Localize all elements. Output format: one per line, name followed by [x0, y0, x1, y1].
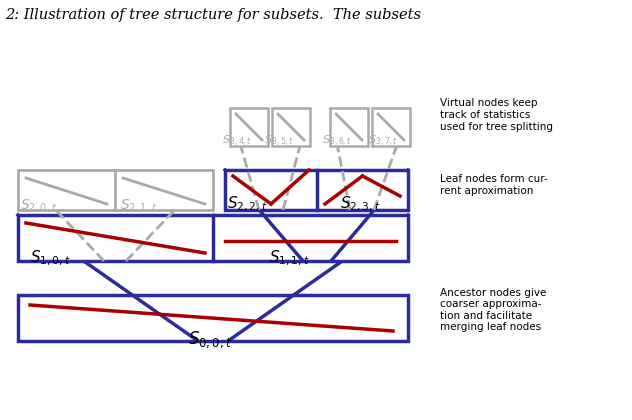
Text: $S_{3,6,t}$: $S_{3,6,t}$ [322, 134, 352, 149]
Bar [230, 108, 268, 146]
Text: $S_{2,2,t}$: $S_{2,2,t}$ [227, 195, 268, 214]
Text: $S_{3,5,t}$: $S_{3,5,t}$ [264, 134, 294, 149]
Bar [18, 295, 408, 341]
Bar [225, 170, 408, 210]
Bar [372, 108, 410, 146]
Text: $S_{1,0,t}$: $S_{1,0,t}$ [30, 249, 71, 268]
Text: Leaf nodes form cur-
rent aproximation: Leaf nodes form cur- rent aproximation [440, 174, 548, 196]
Text: $S_{3,4,t}$: $S_{3,4,t}$ [222, 134, 252, 149]
Bar [272, 108, 310, 146]
Text: Virtual nodes keep
track of statistics
used for tree splitting: Virtual nodes keep track of statistics u… [440, 98, 553, 131]
Text: $S_{2,1,t}$: $S_{2,1,t}$ [120, 197, 157, 214]
Text: $S_{2,3,t}$: $S_{2,3,t}$ [340, 195, 380, 214]
Text: $S_{3,7,t}$: $S_{3,7,t}$ [368, 134, 398, 149]
Text: $S_{0,0,t}$: $S_{0,0,t}$ [188, 329, 232, 350]
Bar [18, 170, 213, 210]
Text: $S_{1,1,t}$: $S_{1,1,t}$ [269, 249, 310, 268]
Text: 2: Illustration of tree structure for subsets.  The subsets: 2: Illustration of tree structure for su… [5, 8, 421, 22]
Text: Ancestor nodes give
coarser approxima-
tion and facilitate
merging leaf nodes: Ancestor nodes give coarser approxima- t… [440, 288, 547, 332]
Bar [330, 108, 368, 146]
Text: $S_{2,0,t}$: $S_{2,0,t}$ [20, 197, 58, 214]
Bar [18, 215, 408, 261]
